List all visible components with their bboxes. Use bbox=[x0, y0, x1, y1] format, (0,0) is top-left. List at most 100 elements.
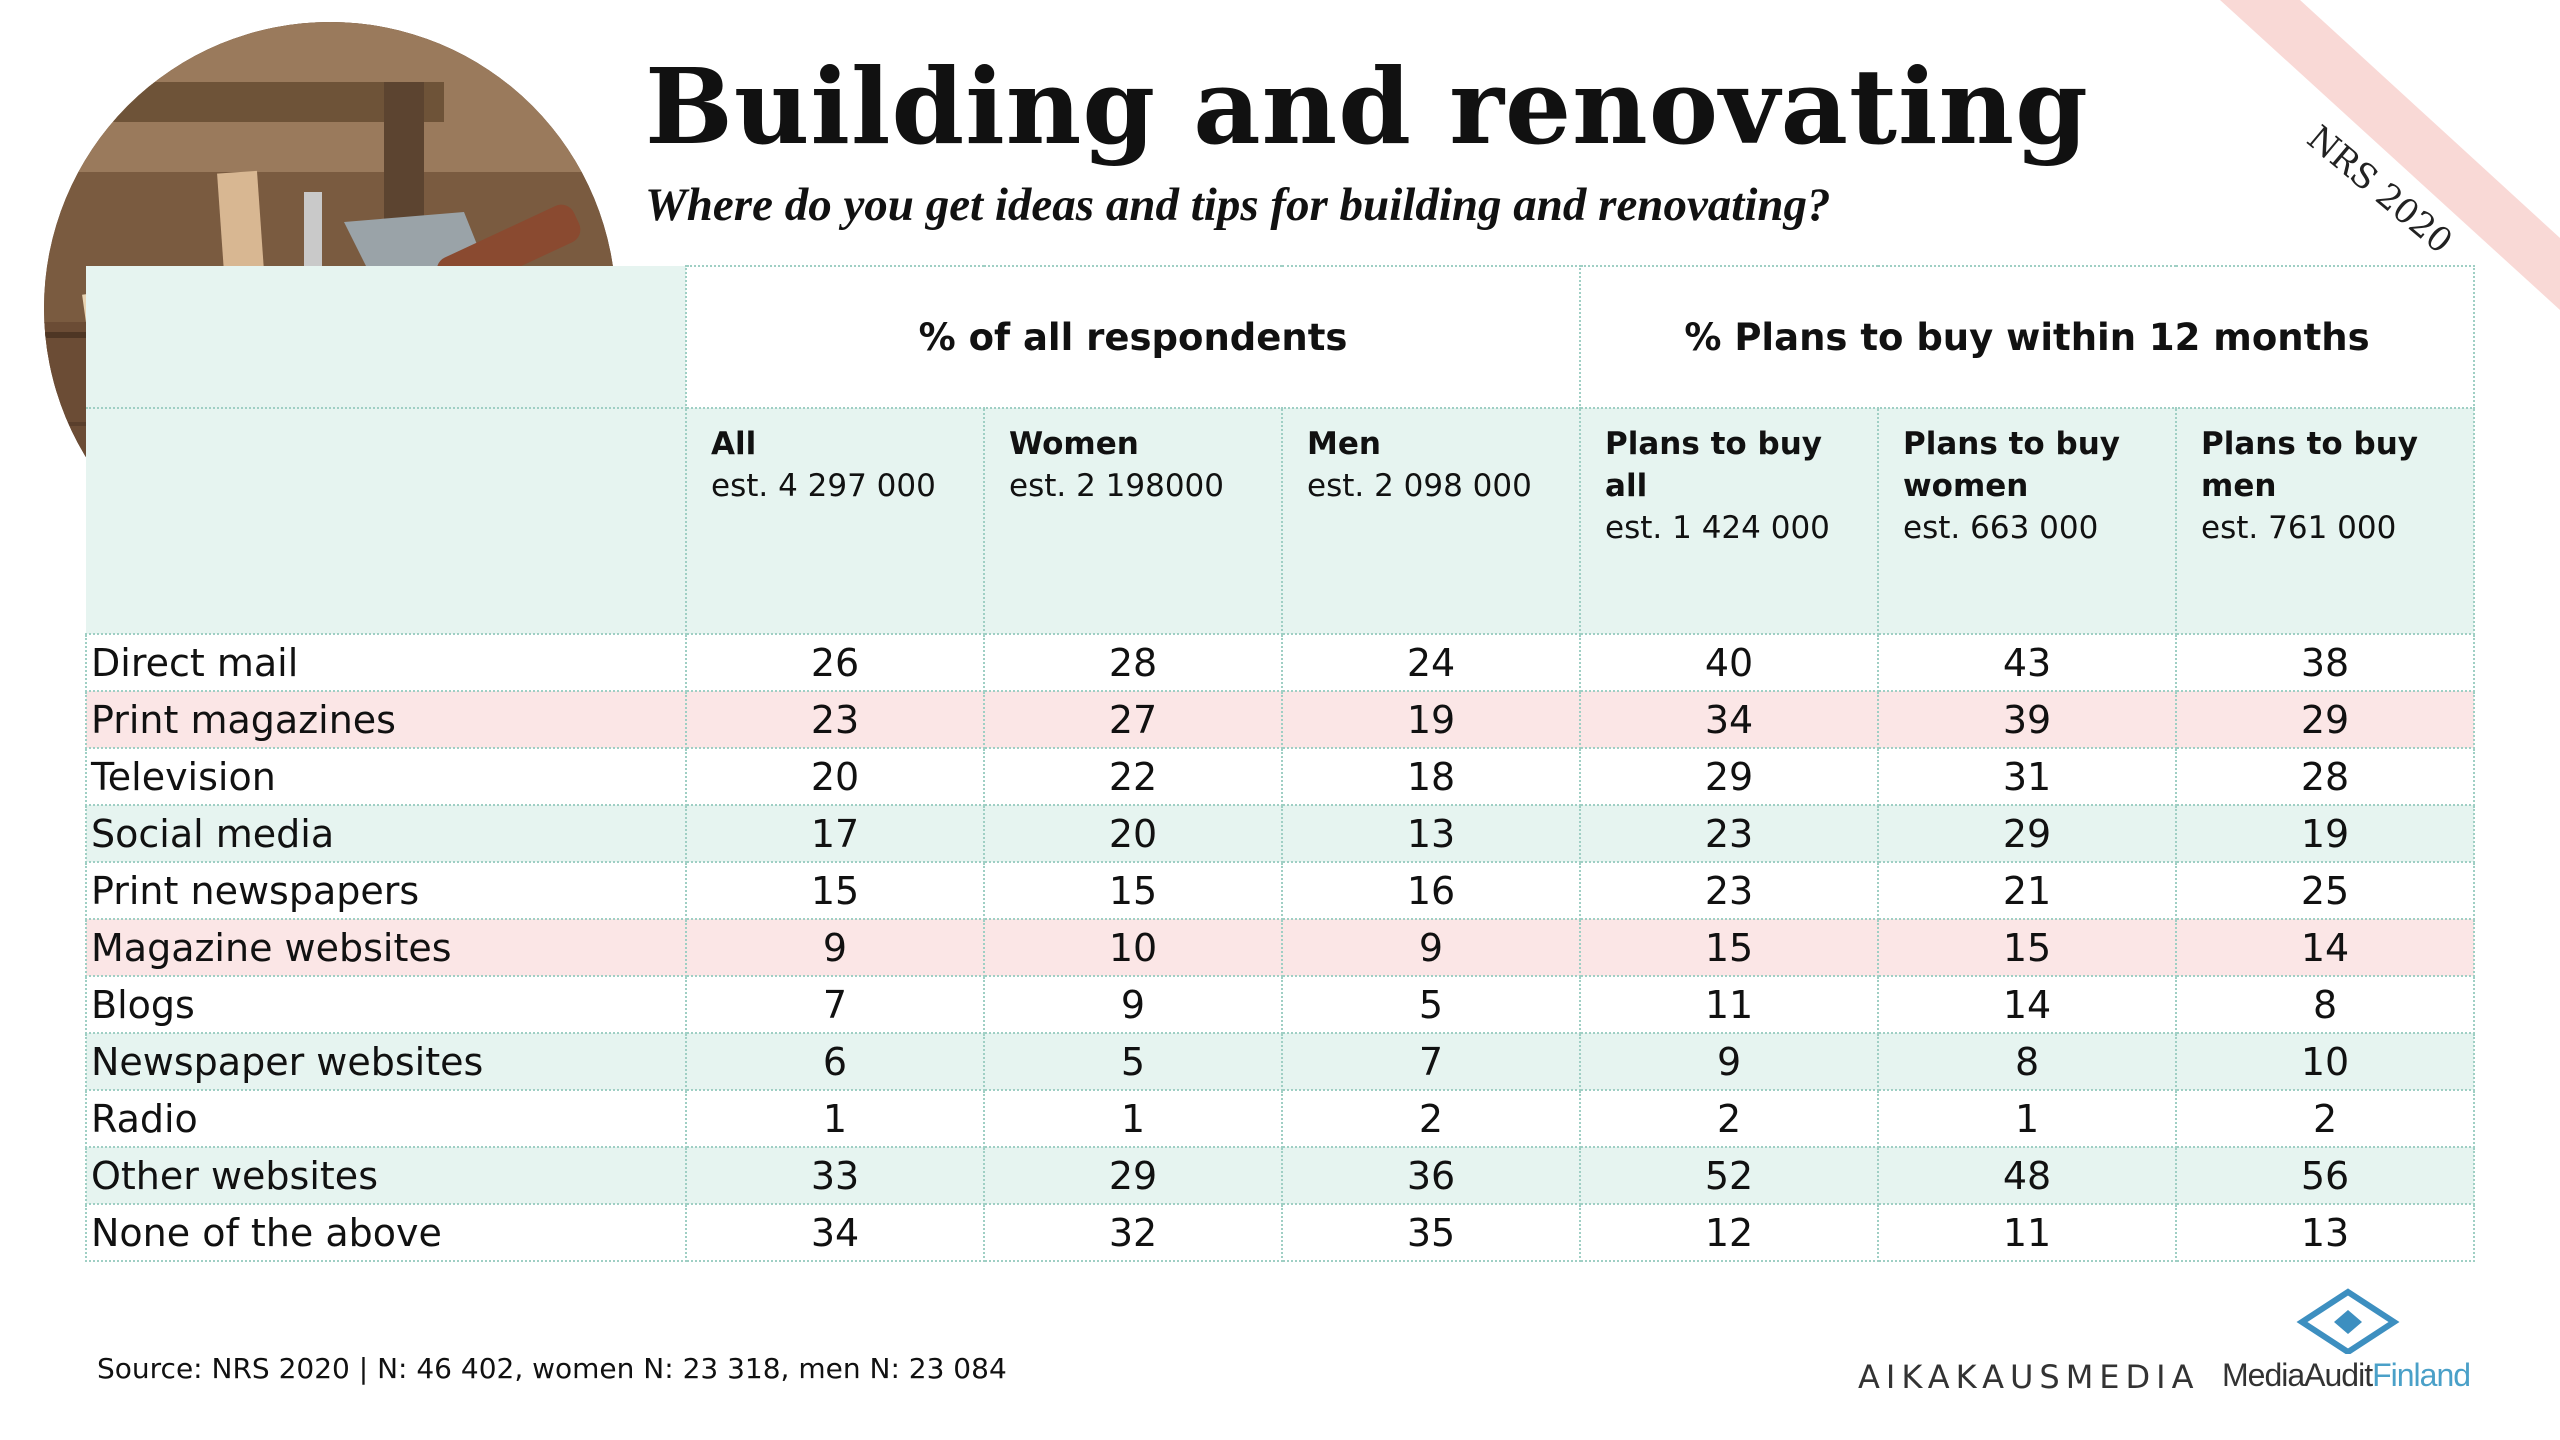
column-label: Women bbox=[1009, 426, 1139, 462]
table-cell: 25 bbox=[2175, 861, 2476, 920]
header-blank-cell bbox=[86, 266, 687, 409]
subheader-blank-cell bbox=[86, 407, 687, 635]
row-label: Radio bbox=[85, 1089, 687, 1148]
logo-part-mediaaudit: MediaAudit bbox=[2222, 1357, 2373, 1393]
table-cell: 17 bbox=[685, 804, 985, 863]
table-cell: 15 bbox=[1579, 918, 1880, 977]
row-label: Social media bbox=[85, 804, 687, 863]
table-cell: 38 bbox=[2175, 633, 2476, 692]
column-label: Plans to buy bbox=[1605, 426, 1822, 462]
group-header-row: % of all respondents % Plans to buy with… bbox=[86, 265, 2476, 409]
table-cell: 13 bbox=[2175, 1203, 2476, 1262]
table-cell: 5 bbox=[983, 1032, 1283, 1091]
table-cell: 48 bbox=[1877, 1146, 2178, 1205]
table-cell: 18 bbox=[1280, 747, 1582, 806]
table-row: Newspaper websites 6 5 7 9 8 10 bbox=[85, 1032, 2476, 1091]
column-label: women bbox=[1903, 468, 2029, 504]
row-label: Other websites bbox=[85, 1146, 687, 1205]
row-label: Magazine websites bbox=[85, 918, 687, 977]
source-note: Source: NRS 2020 | N: 46 402, women N: 2… bbox=[97, 1352, 1007, 1385]
column-estimate: est. 2 098 000 bbox=[1307, 468, 1532, 504]
table-row: Magazine websites 9 10 9 15 15 14 bbox=[85, 918, 2476, 977]
table-cell: 2 bbox=[1280, 1089, 1582, 1148]
table-cell: 31 bbox=[1877, 747, 2178, 806]
row-label: Television bbox=[85, 747, 687, 806]
table-row: None of the above 34 32 35 12 11 13 bbox=[85, 1203, 2476, 1262]
row-label: Print magazines bbox=[85, 690, 687, 749]
row-label: None of the above bbox=[85, 1203, 687, 1262]
table-cell: 13 bbox=[1280, 804, 1582, 863]
table-cell: 28 bbox=[983, 633, 1283, 692]
row-label: Direct mail bbox=[85, 633, 687, 692]
table-row: Blogs 7 9 5 11 14 8 bbox=[85, 975, 2476, 1034]
table-cell: 39 bbox=[1877, 690, 2178, 749]
column-estimate: est. 1 424 000 bbox=[1605, 510, 1830, 546]
table-cell: 16 bbox=[1280, 861, 1582, 920]
data-table: % of all respondents % Plans to buy with… bbox=[85, 265, 2476, 1262]
table-row: Radio 1 1 2 2 1 2 bbox=[85, 1089, 2476, 1148]
table-cell: 6 bbox=[685, 1032, 985, 1091]
column-header-all: All est. 4 297 000 bbox=[685, 407, 985, 635]
table-cell: 34 bbox=[685, 1203, 985, 1262]
table-cell: 23 bbox=[685, 690, 985, 749]
column-label: men bbox=[2201, 468, 2277, 504]
table-cell: 43 bbox=[1877, 633, 2178, 692]
column-label: Plans to buy bbox=[2201, 426, 2418, 462]
table-cell: 11 bbox=[1579, 975, 1880, 1034]
table-row: Direct mail 26 28 24 40 43 38 bbox=[85, 633, 2476, 692]
table-cell: 29 bbox=[983, 1146, 1283, 1205]
table-body: Direct mail 26 28 24 40 43 38 Print magazines 23… bbox=[85, 633, 2476, 1262]
table-cell: 2 bbox=[2175, 1089, 2476, 1148]
column-estimate: est. 2 198000 bbox=[1009, 468, 1225, 504]
column-label: Plans to buy bbox=[1903, 426, 2120, 462]
table-cell: 22 bbox=[983, 747, 1283, 806]
group-header-plans-to-buy: % Plans to buy within 12 months bbox=[1579, 265, 2476, 409]
table-cell: 23 bbox=[1579, 804, 1880, 863]
column-header-row: All est. 4 297 000 Women est. 2 198000 M… bbox=[86, 407, 2476, 635]
table-cell: 52 bbox=[1579, 1146, 1880, 1205]
column-header-plans-women: Plans to buy women est. 663 000 bbox=[1877, 407, 2178, 635]
column-header-women: Women est. 2 198000 bbox=[983, 407, 1283, 635]
table-cell: 19 bbox=[2175, 804, 2476, 863]
column-header-plans-men: Plans to buy men est. 761 000 bbox=[2175, 407, 2476, 635]
table-cell: 28 bbox=[2175, 747, 2476, 806]
table-cell: 23 bbox=[1579, 861, 1880, 920]
table-cell: 7 bbox=[685, 975, 985, 1034]
table-cell: 5 bbox=[1280, 975, 1582, 1034]
table-cell: 24 bbox=[1280, 633, 1582, 692]
table-cell: 14 bbox=[2175, 918, 2476, 977]
table-cell: 9 bbox=[983, 975, 1283, 1034]
table-cell: 8 bbox=[1877, 1032, 2178, 1091]
table-cell: 1 bbox=[983, 1089, 1283, 1148]
logo-part-finland: Finland bbox=[2372, 1357, 2471, 1393]
row-label: Print newspapers bbox=[85, 861, 687, 920]
column-estimate: est. 761 000 bbox=[2201, 510, 2397, 546]
table-row: Print newspapers 15 15 16 23 21 25 bbox=[85, 861, 2476, 920]
column-estimate: est. 663 000 bbox=[1903, 510, 2099, 546]
table-cell: 29 bbox=[1877, 804, 2178, 863]
table-cell: 29 bbox=[2175, 690, 2476, 749]
table-cell: 15 bbox=[685, 861, 985, 920]
table-cell: 15 bbox=[983, 861, 1283, 920]
table-cell: 21 bbox=[1877, 861, 2178, 920]
row-label: Blogs bbox=[85, 975, 687, 1034]
aikakausmedia-logo: AIKAKAUSMEDIA bbox=[1858, 1358, 2200, 1396]
table-cell: 15 bbox=[1877, 918, 2178, 977]
column-estimate: est. 4 297 000 bbox=[711, 468, 936, 504]
table-cell: 32 bbox=[983, 1203, 1283, 1262]
table-cell: 56 bbox=[2175, 1146, 2476, 1205]
mediaauditfinland-logo: MediaAuditFinland bbox=[2222, 1357, 2471, 1394]
mediaaudit-diamond-icon bbox=[2296, 1288, 2400, 1354]
table-cell: 1 bbox=[1877, 1089, 2178, 1148]
page-title: Building and renovating bbox=[645, 45, 2089, 168]
column-label: Men bbox=[1307, 426, 1381, 462]
table-cell: 11 bbox=[1877, 1203, 2178, 1262]
group-header-all-respondents: % of all respondents bbox=[684, 265, 1582, 409]
table-cell: 27 bbox=[983, 690, 1283, 749]
table-cell: 33 bbox=[685, 1146, 985, 1205]
page-subtitle: Where do you get ideas and tips for buil… bbox=[645, 179, 1831, 231]
table-cell: 9 bbox=[1280, 918, 1582, 977]
column-label: All bbox=[711, 426, 757, 462]
table-cell: 34 bbox=[1579, 690, 1880, 749]
table-row: Print magazines 23 27 19 34 39 29 bbox=[85, 690, 2476, 749]
